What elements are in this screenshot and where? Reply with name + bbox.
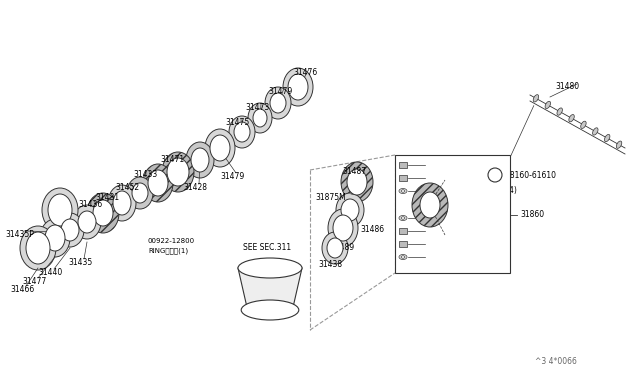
Ellipse shape	[336, 193, 364, 227]
Text: 31440: 31440	[38, 268, 62, 277]
Ellipse shape	[593, 128, 598, 135]
Ellipse shape	[401, 217, 405, 219]
Ellipse shape	[61, 219, 79, 241]
Ellipse shape	[616, 141, 622, 148]
Text: 31864: 31864	[427, 256, 451, 265]
Ellipse shape	[205, 129, 235, 167]
Ellipse shape	[191, 148, 209, 172]
Ellipse shape	[270, 93, 286, 113]
Ellipse shape	[533, 94, 539, 102]
Text: (4): (4)	[506, 186, 517, 195]
Text: SEE SEC.311: SEE SEC.311	[243, 243, 291, 252]
Text: 31428: 31428	[183, 183, 207, 192]
Ellipse shape	[253, 109, 267, 127]
Ellipse shape	[347, 169, 367, 195]
Ellipse shape	[327, 238, 343, 258]
Text: 31875M: 31875M	[315, 193, 346, 202]
Ellipse shape	[288, 74, 308, 100]
Ellipse shape	[412, 183, 448, 227]
Bar	[395, 155, 510, 273]
Ellipse shape	[127, 177, 153, 209]
Ellipse shape	[569, 115, 574, 122]
Text: 31438: 31438	[318, 260, 342, 269]
Ellipse shape	[341, 199, 359, 221]
Text: 31489: 31489	[330, 243, 354, 252]
Text: 31863: 31863	[427, 243, 451, 252]
Text: 31477: 31477	[22, 277, 46, 286]
Ellipse shape	[545, 101, 550, 109]
Text: 31864: 31864	[427, 190, 451, 199]
Text: 31475: 31475	[225, 118, 249, 127]
Text: 31864: 31864	[427, 217, 451, 226]
Text: 31480: 31480	[555, 82, 579, 91]
Ellipse shape	[328, 209, 358, 247]
Text: 31435: 31435	[68, 258, 92, 267]
Ellipse shape	[604, 134, 610, 142]
Ellipse shape	[401, 190, 405, 192]
Bar	[399, 175, 407, 181]
Text: 31466: 31466	[10, 285, 35, 294]
Bar	[399, 228, 407, 234]
Text: 31431: 31431	[95, 193, 119, 202]
Ellipse shape	[132, 183, 148, 203]
Ellipse shape	[87, 193, 119, 233]
Ellipse shape	[20, 226, 56, 270]
Ellipse shape	[40, 219, 70, 257]
Ellipse shape	[580, 121, 586, 128]
Ellipse shape	[162, 152, 194, 192]
Ellipse shape	[48, 194, 72, 226]
Ellipse shape	[341, 162, 373, 202]
Ellipse shape	[186, 142, 214, 178]
Ellipse shape	[78, 211, 96, 233]
Ellipse shape	[42, 188, 78, 232]
Ellipse shape	[557, 108, 563, 115]
Text: B: B	[490, 172, 495, 181]
Ellipse shape	[238, 258, 302, 278]
Text: 31452: 31452	[115, 183, 139, 192]
Ellipse shape	[45, 225, 65, 251]
Ellipse shape	[56, 213, 84, 247]
Ellipse shape	[229, 116, 255, 148]
Ellipse shape	[241, 300, 299, 320]
Ellipse shape	[26, 232, 50, 264]
Ellipse shape	[210, 135, 230, 161]
Text: 31873: 31873	[427, 177, 451, 186]
Text: 00922-12800: 00922-12800	[148, 238, 195, 244]
Text: 31486: 31486	[360, 225, 384, 234]
Text: 31479: 31479	[268, 87, 292, 96]
Ellipse shape	[148, 170, 168, 196]
Ellipse shape	[420, 192, 440, 218]
Ellipse shape	[167, 158, 189, 186]
Ellipse shape	[401, 256, 405, 258]
Bar	[399, 241, 407, 247]
Ellipse shape	[108, 185, 136, 221]
Ellipse shape	[283, 68, 313, 106]
Ellipse shape	[248, 103, 272, 133]
Ellipse shape	[93, 200, 113, 226]
Text: 31479: 31479	[220, 172, 244, 181]
Text: 31860: 31860	[520, 210, 544, 219]
Text: 08160-61610: 08160-61610	[506, 171, 557, 180]
Text: 31433: 31433	[133, 170, 157, 179]
Text: 31436: 31436	[78, 200, 102, 209]
Text: 31862: 31862	[427, 230, 451, 239]
Ellipse shape	[73, 205, 101, 239]
Text: RINGリング(1): RINGリング(1)	[148, 247, 188, 254]
Text: 31487: 31487	[342, 167, 366, 176]
Ellipse shape	[234, 122, 250, 142]
Ellipse shape	[265, 87, 291, 119]
Ellipse shape	[333, 215, 353, 241]
Ellipse shape	[143, 164, 173, 202]
Text: 31471: 31471	[160, 155, 184, 164]
Text: 31473: 31473	[245, 103, 269, 112]
Ellipse shape	[113, 191, 131, 215]
Ellipse shape	[322, 232, 348, 264]
Text: 31476: 31476	[293, 68, 317, 77]
Text: 31435P: 31435P	[5, 230, 34, 239]
Bar	[399, 162, 407, 168]
PathPatch shape	[238, 268, 302, 310]
Text: 31872: 31872	[427, 164, 451, 173]
Text: ^3 4*0066: ^3 4*0066	[535, 357, 577, 366]
